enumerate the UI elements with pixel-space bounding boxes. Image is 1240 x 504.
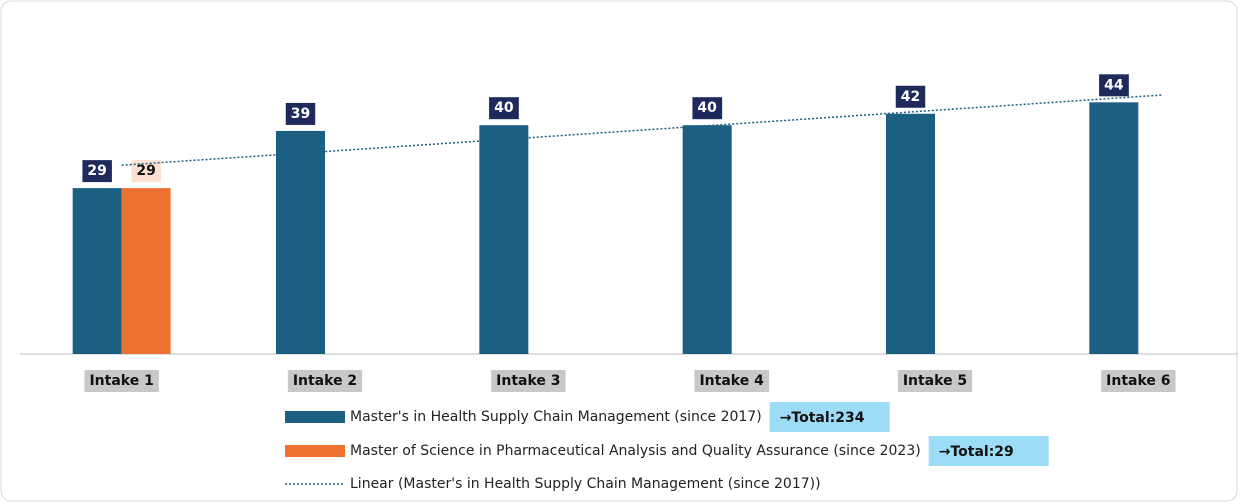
data-label-box [489,97,519,120]
data-label-box [82,160,112,183]
x-tick-label: Intake 4 [699,373,764,389]
data-label-box [131,160,161,183]
data-label: 42 [901,89,920,105]
total-label: →Total:234 [780,410,865,426]
bar [682,125,732,354]
bar [1089,102,1139,354]
x-tick-label-box [287,370,363,392]
data-label: 40 [494,100,514,116]
x-tick-label: Intake 6 [1106,373,1170,389]
x-tick-label-box [897,370,973,392]
bar [121,188,171,354]
legend-label: Master of Science in Pharmaceutical Anal… [350,443,921,459]
bar [276,130,325,354]
bar [479,125,529,354]
data-label-box [895,85,926,108]
x-tick-label-box [491,370,566,392]
data-label: 39 [291,106,310,122]
bar [72,188,122,354]
x-tick-label-box [84,370,159,392]
total-box [769,402,890,432]
x-tick-label-box [1101,370,1176,392]
trendline [121,94,1163,166]
x-tick-label: Intake 1 [89,373,153,389]
legend-label: Master's in Health Supply Chain Manageme… [350,409,762,425]
legend-swatch [285,445,345,457]
legend-swatch [285,411,345,423]
total-box [928,436,1049,466]
total-label: →Total:29 [939,444,1014,460]
data-label-box [1099,74,1129,97]
data-label: 29 [87,163,106,179]
bar [886,113,935,354]
legend-label: Linear (Master's in Health Supply Chain … [350,476,821,492]
data-label: 40 [697,100,717,116]
data-label: 29 [136,163,155,179]
x-tick-label: Intake 3 [496,373,560,389]
data-label: 44 [1104,77,1124,93]
x-tick-label: Intake 5 [903,373,967,389]
data-label-box [285,102,316,125]
x-tick-label-box [694,370,770,392]
data-label-box [692,97,723,120]
x-tick-label: Intake 2 [293,373,357,389]
